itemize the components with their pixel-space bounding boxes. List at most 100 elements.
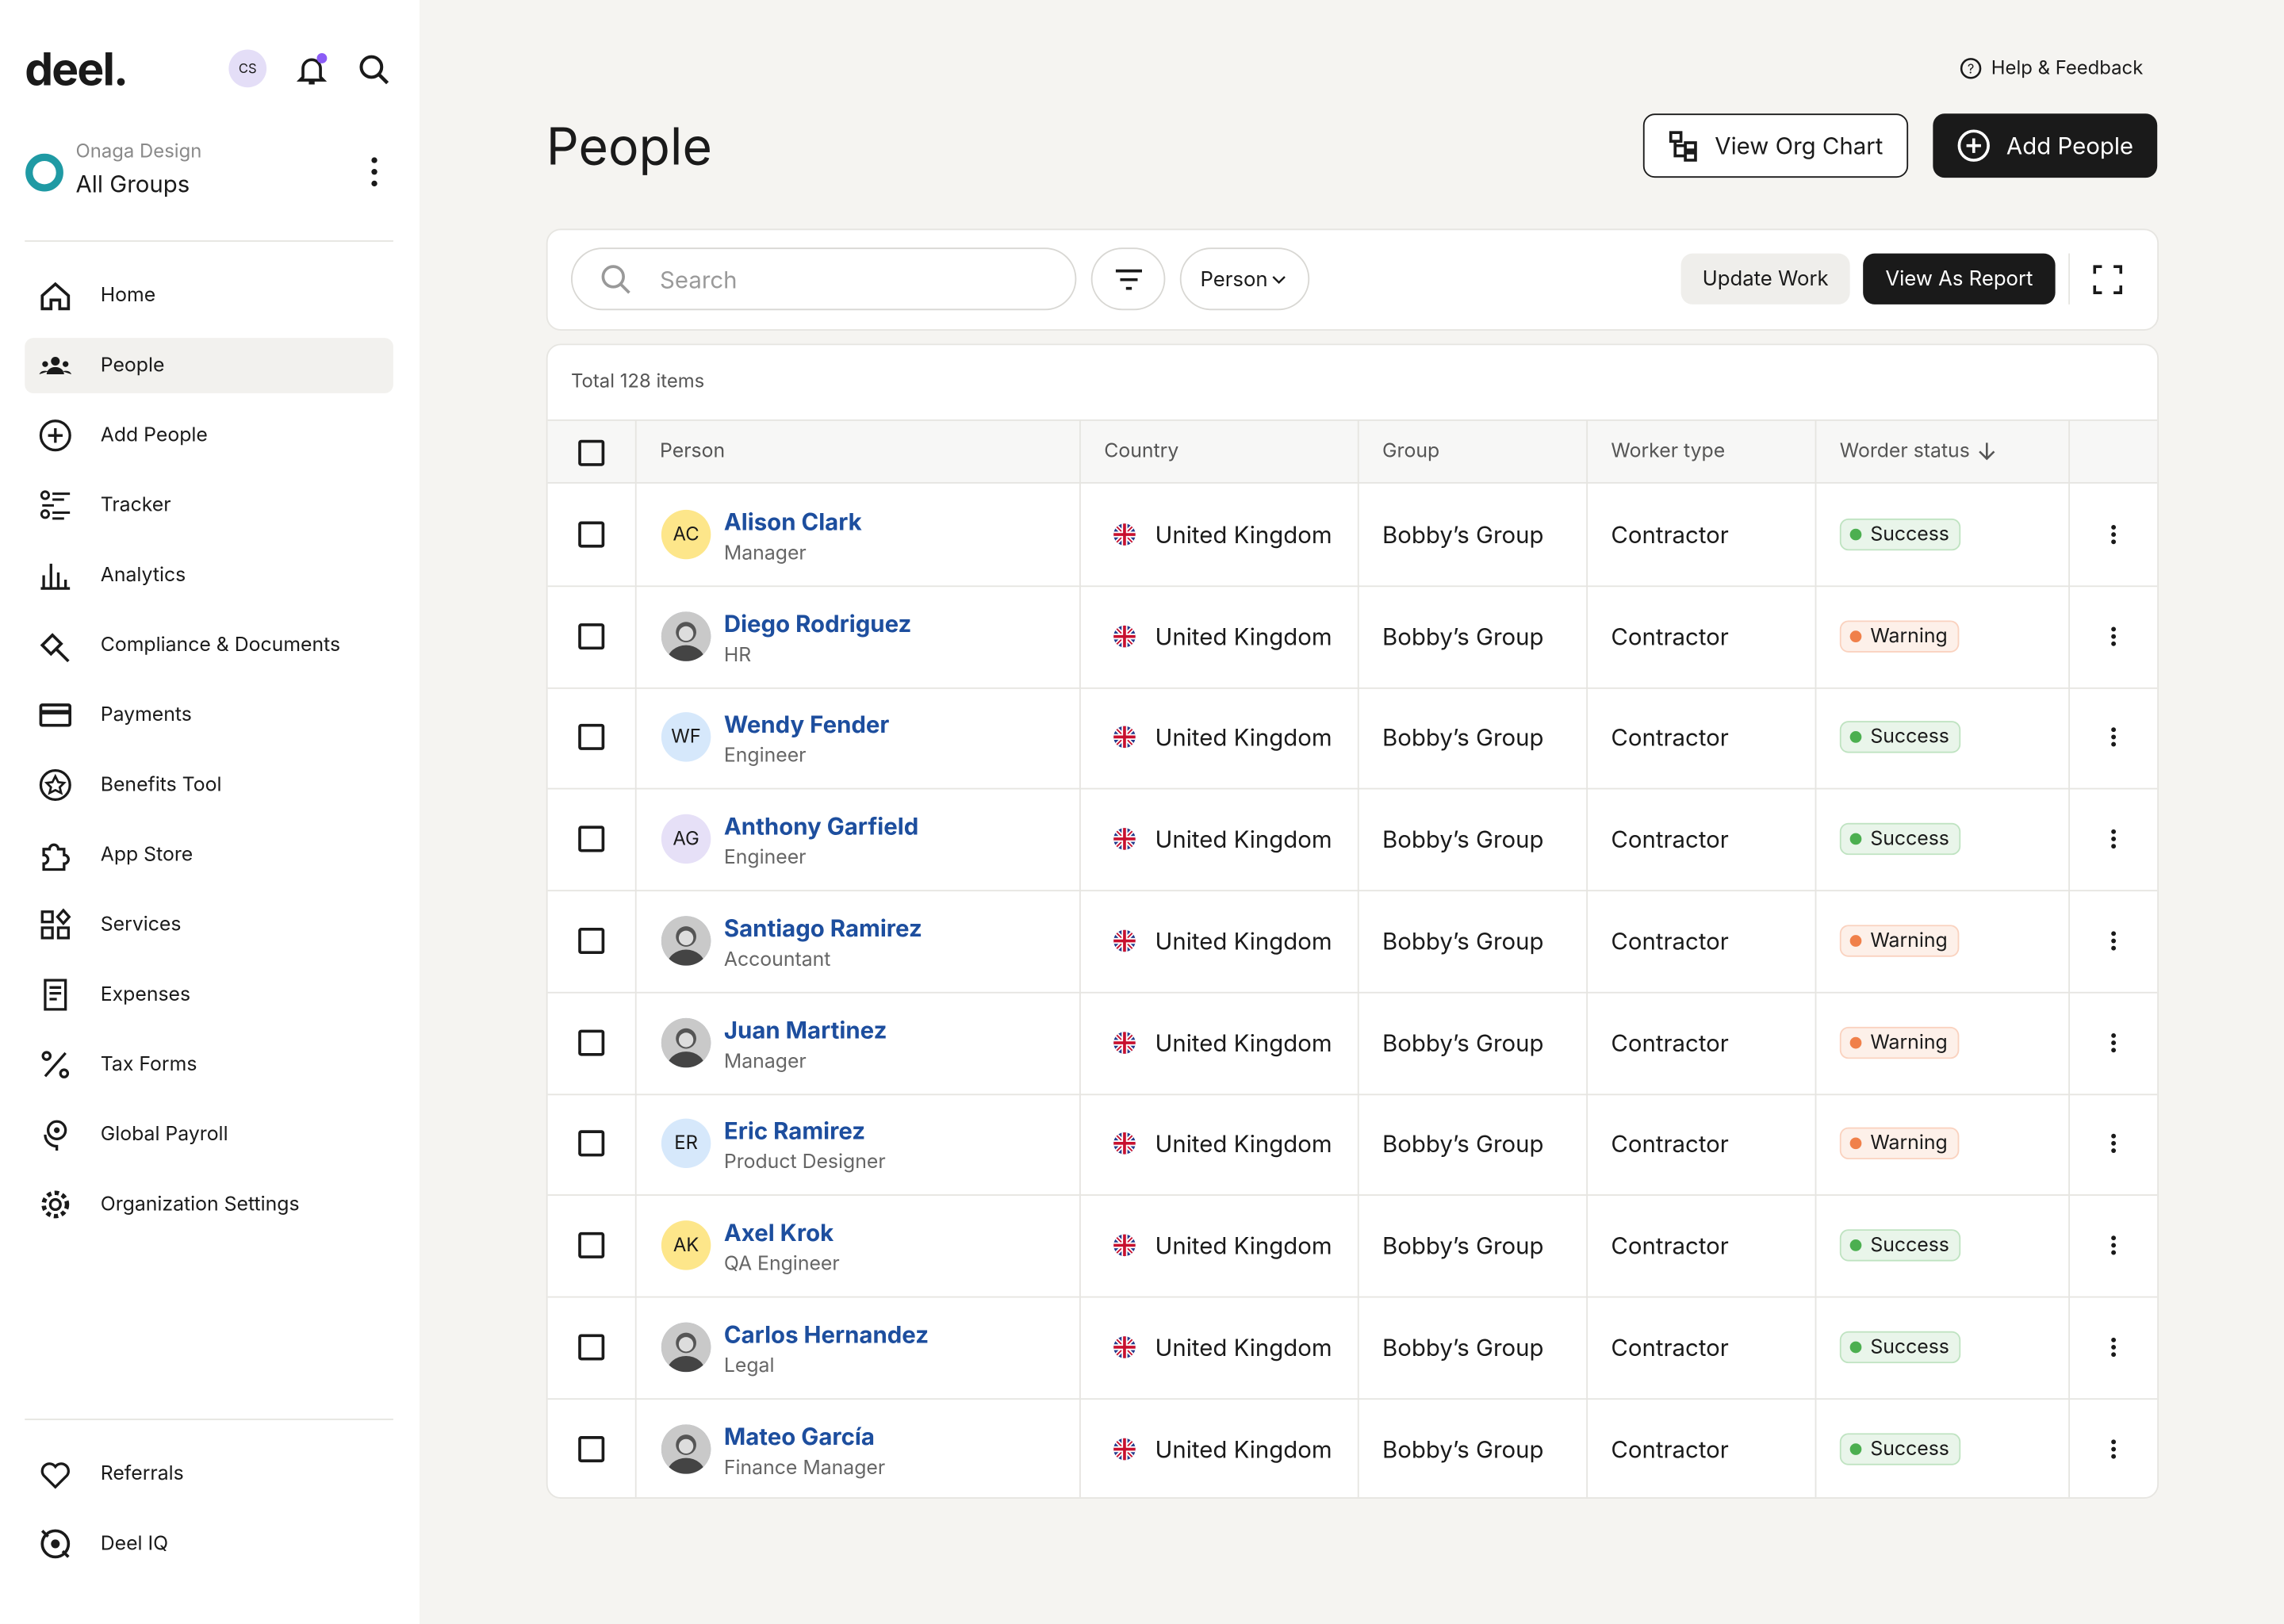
person-role: Engineer <box>723 846 807 870</box>
nav-item[interactable]: Payments <box>100 703 192 727</box>
status-badge: Success <box>1839 721 1961 754</box>
nav-item[interactable]: Benefits Tool <box>100 773 222 797</box>
row-menu[interactable] <box>2102 1437 2125 1460</box>
column-header[interactable]: Worker type <box>1611 440 1725 463</box>
person-name[interactable]: Eric Ramirez <box>723 1116 866 1146</box>
row-menu[interactable] <box>2102 1132 2125 1155</box>
divider <box>25 240 393 242</box>
search-input[interactable]: Search <box>570 247 1077 311</box>
nav-item[interactable]: App Store <box>100 843 194 867</box>
person-role: Manager <box>723 542 807 565</box>
person-name[interactable]: Alison Clark <box>723 506 862 536</box>
logo[interactable]: deel. <box>25 43 128 98</box>
add-people-button[interactable]: Add People <box>1933 113 2158 178</box>
nav-item[interactable]: Referrals <box>100 1462 184 1486</box>
status-badge: Success <box>1839 1432 1961 1465</box>
worker-type: Contractor <box>1611 1332 1729 1362</box>
avatar: ER <box>661 1119 711 1169</box>
row-checkbox[interactable] <box>578 724 605 751</box>
update-work-button[interactable]: Update Work <box>1680 253 1850 304</box>
row-menu[interactable] <box>2102 929 2125 952</box>
row-menu[interactable] <box>2102 726 2125 749</box>
nav-item[interactable]: Add People <box>100 423 208 447</box>
row-checkbox[interactable] <box>578 521 605 548</box>
nav-item[interactable]: Services <box>100 913 182 937</box>
filter-button[interactable] <box>1090 247 1166 311</box>
row-menu[interactable] <box>2102 1031 2125 1054</box>
row-checkbox[interactable] <box>578 1130 605 1158</box>
column-header[interactable]: Group <box>1382 440 1439 463</box>
worker-type: Contractor <box>1611 1231 1729 1261</box>
select-all-checkbox[interactable] <box>578 439 605 466</box>
country: United Kingdom <box>1155 1129 1332 1159</box>
row-checkbox[interactable] <box>578 825 605 852</box>
nav-icon <box>40 563 71 590</box>
country: United Kingdom <box>1155 1028 1332 1057</box>
nav-item[interactable]: Home <box>100 284 156 308</box>
country-flag <box>1113 1031 1136 1054</box>
org-menu[interactable] <box>362 156 385 188</box>
row-checkbox[interactable] <box>578 622 605 649</box>
person-name[interactable]: Axel Krok <box>723 1217 834 1247</box>
nav-item[interactable]: Organization Settings <box>100 1193 300 1216</box>
search-icon[interactable] <box>357 52 392 87</box>
row-checkbox[interactable] <box>578 1334 605 1361</box>
nav-item[interactable]: Deel IQ <box>100 1532 169 1556</box>
view-report-button[interactable]: View As Report <box>1863 253 2056 304</box>
view-org-chart-button[interactable]: View Org Chart <box>1642 113 1909 178</box>
column-header[interactable]: Worder status <box>1840 440 1996 463</box>
status-dot <box>1849 1239 1862 1251</box>
user-avatar[interactable]: CS <box>228 49 267 88</box>
row-menu[interactable] <box>2102 624 2125 647</box>
group: Bobby’s Group <box>1382 1332 1544 1362</box>
row-menu[interactable] <box>2102 1234 2125 1257</box>
status-label: Warning <box>1870 1030 1948 1055</box>
nav-icon <box>40 282 71 311</box>
person-name[interactable]: Carlos Hernandez <box>723 1319 929 1349</box>
row-checkbox[interactable] <box>578 1232 605 1259</box>
help-icon: ? <box>1960 58 1982 79</box>
status-label: Success <box>1870 1437 1949 1461</box>
column-header[interactable]: Country <box>1104 440 1178 463</box>
person-name[interactable]: Anthony Garfield <box>723 811 919 841</box>
fullscreen-icon[interactable] <box>2093 265 2123 295</box>
person-name[interactable]: Santiago Ramirez <box>723 913 922 943</box>
row-checkbox[interactable] <box>578 1028 605 1055</box>
nav-item[interactable]: Global Payroll <box>100 1123 228 1147</box>
row-divider <box>547 788 2158 790</box>
svg-text:?: ? <box>1968 61 1974 77</box>
nav-item[interactable]: Compliance & Documents <box>100 633 341 657</box>
row-checkbox[interactable] <box>578 927 605 954</box>
country: United Kingdom <box>1155 1231 1332 1261</box>
country: United Kingdom <box>1155 1434 1332 1464</box>
column-divider <box>1586 419 1588 1498</box>
org-name: Onaga Design <box>75 140 202 163</box>
row-menu[interactable] <box>2102 1335 2125 1358</box>
nav-item[interactable]: Tracker <box>100 493 171 518</box>
row-menu[interactable] <box>2102 827 2125 850</box>
status-badge: Warning <box>1839 1128 1960 1160</box>
notifications-icon[interactable] <box>294 52 329 87</box>
row-checkbox[interactable] <box>578 1435 605 1462</box>
group-name[interactable]: All Groups <box>75 169 190 198</box>
worker-type: Contractor <box>1611 925 1729 956</box>
nav-item[interactable]: Analytics <box>100 563 186 588</box>
person-name[interactable]: Diego Rodriguez <box>723 608 912 638</box>
search-placeholder: Search <box>660 265 738 295</box>
nav-item[interactable]: Tax Forms <box>100 1052 197 1077</box>
person-name[interactable]: Juan Martinez <box>723 1014 887 1044</box>
person-name[interactable]: Wendy Fender <box>723 710 890 739</box>
row-menu[interactable] <box>2102 523 2125 546</box>
column-header[interactable]: Person <box>660 440 725 463</box>
nav-item[interactable]: Expenses <box>100 982 191 1007</box>
nav-item[interactable]: People <box>100 354 165 377</box>
help-link[interactable]: Help & Feedback <box>1991 56 2144 81</box>
person-name[interactable]: Mateo García <box>723 1420 875 1450</box>
group: Bobby’s Group <box>1382 1129 1544 1159</box>
country: United Kingdom <box>1155 925 1332 956</box>
row-divider <box>547 890 2158 892</box>
person-filter[interactable]: Person <box>1179 247 1310 311</box>
person-role: Finance Manager <box>723 1456 886 1480</box>
